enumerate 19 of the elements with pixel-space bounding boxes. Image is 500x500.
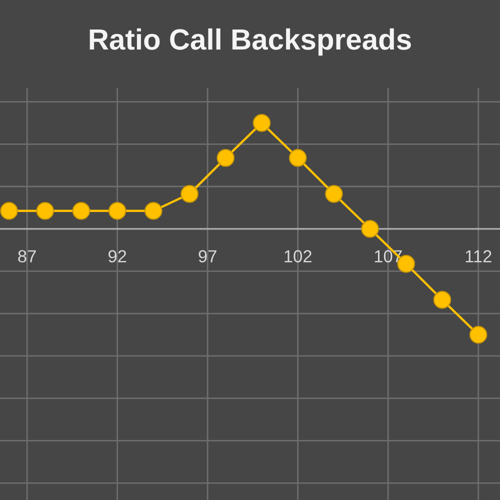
point: [288, 149, 307, 167]
point: [469, 326, 488, 344]
point: [361, 220, 379, 238]
x-tick-label: 102: [284, 250, 312, 262]
x-tick-label: 87: [18, 250, 36, 262]
point: [108, 202, 126, 220]
x-tick-label: 92: [108, 250, 126, 262]
x-tick-label: 97: [198, 250, 216, 262]
point: [0, 202, 18, 220]
point: [325, 185, 343, 203]
point: [144, 202, 162, 220]
point: [252, 114, 271, 132]
point: [72, 202, 90, 220]
point: [36, 202, 54, 220]
chart-title: Ratio Call Backspreads: [90, 28, 411, 56]
point: [433, 290, 452, 309]
point: [180, 185, 198, 203]
point: [216, 149, 235, 167]
x-tick-label: 112: [466, 250, 492, 262]
